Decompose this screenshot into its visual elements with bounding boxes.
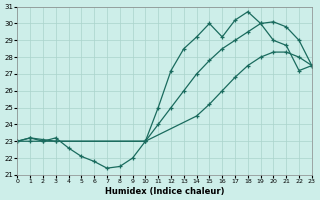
X-axis label: Humidex (Indice chaleur): Humidex (Indice chaleur) [105,187,224,196]
